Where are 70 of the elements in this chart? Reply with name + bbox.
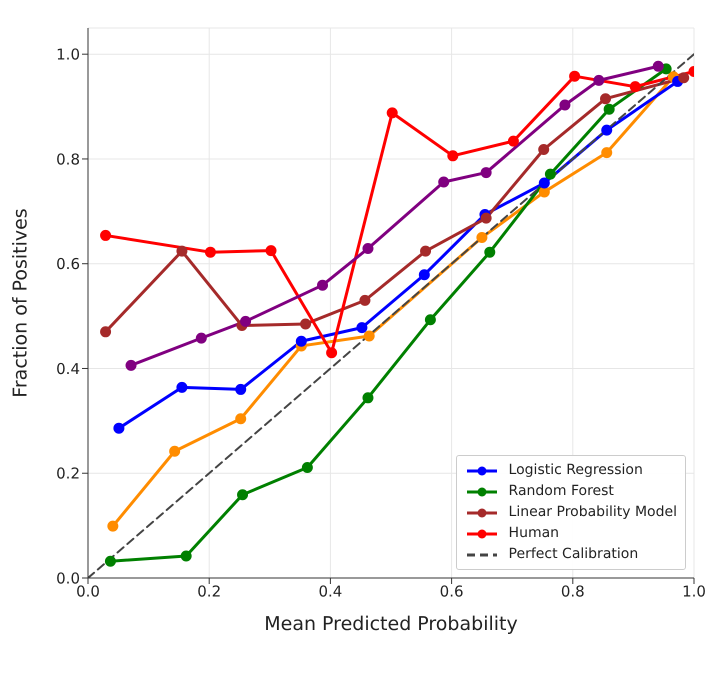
point — [113, 422, 124, 434]
point — [196, 332, 207, 344]
point — [418, 269, 430, 280]
point — [359, 294, 370, 306]
point — [678, 72, 690, 84]
point — [240, 316, 252, 327]
point — [176, 382, 188, 393]
x-tick-label: 0.2 — [197, 582, 222, 601]
point — [484, 246, 496, 258]
point — [100, 326, 112, 338]
point — [237, 489, 248, 500]
point — [362, 392, 374, 404]
point — [438, 176, 450, 188]
point — [235, 384, 246, 395]
point — [480, 167, 492, 178]
y-tick-label: 0.2 — [56, 464, 80, 483]
point — [601, 147, 612, 158]
point — [362, 243, 374, 254]
point — [104, 556, 116, 567]
legend-label: Random Forest — [508, 482, 614, 501]
point — [601, 124, 612, 136]
point — [569, 70, 580, 82]
y-tick-label: 0.6 — [56, 255, 80, 274]
x-tick-label: 0.6 — [440, 582, 464, 601]
point — [424, 314, 436, 326]
point — [508, 136, 519, 147]
x-tick-label: 0.4 — [318, 582, 342, 601]
y-axis-title: Fraction of Positives — [10, 208, 32, 398]
point — [302, 462, 313, 473]
point — [538, 186, 550, 198]
point — [235, 413, 246, 424]
point — [593, 74, 604, 86]
point — [204, 246, 216, 258]
point — [100, 230, 112, 241]
x-tick-label: 0.8 — [560, 582, 585, 601]
point — [604, 104, 615, 115]
point — [600, 93, 612, 104]
legend-label: Human — [508, 524, 560, 543]
y-tick-label: 0.4 — [56, 360, 80, 378]
y-tick-label: 1.0 — [56, 46, 80, 64]
point — [476, 232, 488, 244]
point — [107, 520, 118, 532]
point — [126, 360, 137, 371]
y-tick-label: 0.8 — [56, 150, 80, 168]
legend-label: Perfect Calibration — [508, 545, 638, 564]
x-axis-title: Mean Predicted Probability — [264, 613, 518, 635]
point — [538, 144, 550, 156]
point — [180, 550, 192, 562]
point — [447, 150, 458, 162]
point — [538, 178, 550, 189]
point — [317, 280, 328, 291]
point — [386, 107, 398, 118]
x-tick-label: 0.0 — [76, 582, 100, 601]
point — [544, 168, 556, 180]
point — [652, 60, 664, 72]
legend-label: Linear Probability Model — [508, 503, 677, 522]
point — [420, 246, 432, 257]
point — [356, 322, 368, 334]
legend-label: Logistic Regression — [508, 461, 643, 480]
point — [176, 246, 188, 257]
point — [630, 81, 641, 92]
point — [364, 330, 375, 342]
point — [559, 100, 570, 110]
point — [169, 446, 180, 457]
point — [300, 318, 312, 330]
point — [266, 245, 277, 256]
x-tick-label: 1.0 — [682, 582, 706, 601]
point — [480, 212, 492, 224]
point — [326, 347, 338, 358]
point — [296, 336, 307, 347]
